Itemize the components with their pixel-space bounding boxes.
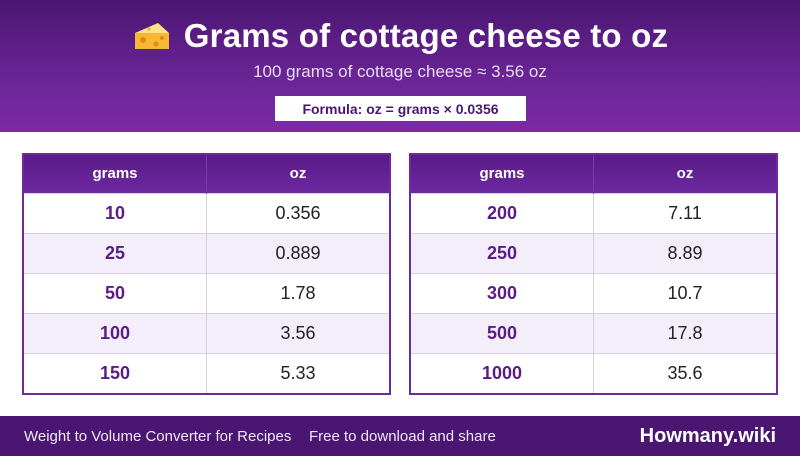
table-row: 1000 35.6	[411, 352, 776, 393]
oz-cell: 0.889	[206, 232, 389, 273]
table-row: 100 3.56	[24, 312, 389, 353]
cheese-icon	[132, 19, 172, 53]
grams-cell: 150	[24, 352, 207, 393]
table-header-row: grams oz	[411, 155, 776, 193]
grams-cell: 100	[24, 312, 207, 353]
table-row: 250 8.89	[411, 232, 776, 273]
table-header-row: grams oz	[24, 155, 389, 193]
grams-cell: 10	[24, 192, 207, 233]
header-banner: Grams of cottage cheese to oz 100 grams …	[0, 0, 800, 132]
conversion-table-left: grams oz 10 0.356 25 0.889 50 1.78 100 3…	[22, 153, 391, 395]
footer-share-note: Free to download and share	[309, 427, 496, 445]
table-row: 50 1.78	[24, 272, 389, 313]
page-subtitle: 100 grams of cottage cheese ≈ 3.56 oz	[253, 62, 547, 81]
oz-cell: 10.7	[593, 272, 776, 313]
column-header-grams: grams	[24, 155, 207, 193]
footer-bar: Weight to Volume Converter for Recipes F…	[0, 416, 800, 456]
column-header-oz: oz	[676, 165, 694, 183]
oz-cell: 17.8	[593, 312, 776, 353]
conversion-table-right: grams oz 200 7.11 250 8.89 300 10.7 500 …	[409, 153, 778, 395]
oz-cell: 5.33	[206, 352, 389, 393]
grams-cell: 300	[411, 272, 594, 313]
grams-cell: 50	[24, 272, 207, 313]
oz-cell: 0.356	[206, 192, 389, 233]
grams-cell: 250	[411, 232, 594, 273]
grams-cell: 25	[24, 232, 207, 273]
column-header-grams: grams	[411, 155, 594, 193]
brand-logo-text[interactable]: Howmany.wiki	[639, 424, 776, 447]
formula-badge: Formula: oz = grams × 0.0356	[275, 96, 526, 121]
grams-cell: 200	[411, 192, 594, 233]
oz-cell: 3.56	[206, 312, 389, 353]
table-row: 150 5.33	[24, 352, 389, 393]
title-row: Grams of cottage cheese to oz	[0, 14, 800, 58]
table-row: 200 7.11	[411, 192, 776, 233]
table-row: 25 0.889	[24, 232, 389, 273]
table-row: 500 17.8	[411, 312, 776, 353]
oz-cell: 7.11	[593, 192, 776, 233]
table-row: 300 10.7	[411, 272, 776, 313]
table-row: 10 0.356	[24, 192, 389, 233]
column-header-oz: oz	[289, 165, 307, 183]
oz-cell: 1.78	[206, 272, 389, 313]
page-title: Grams of cottage cheese to oz	[183, 17, 669, 54]
oz-cell: 35.6	[593, 352, 776, 393]
oz-cell: 8.89	[593, 232, 776, 273]
grams-cell: 1000	[411, 352, 594, 393]
footer-tagline: Weight to Volume Converter for Recipes	[24, 427, 292, 445]
grams-cell: 500	[411, 312, 594, 353]
